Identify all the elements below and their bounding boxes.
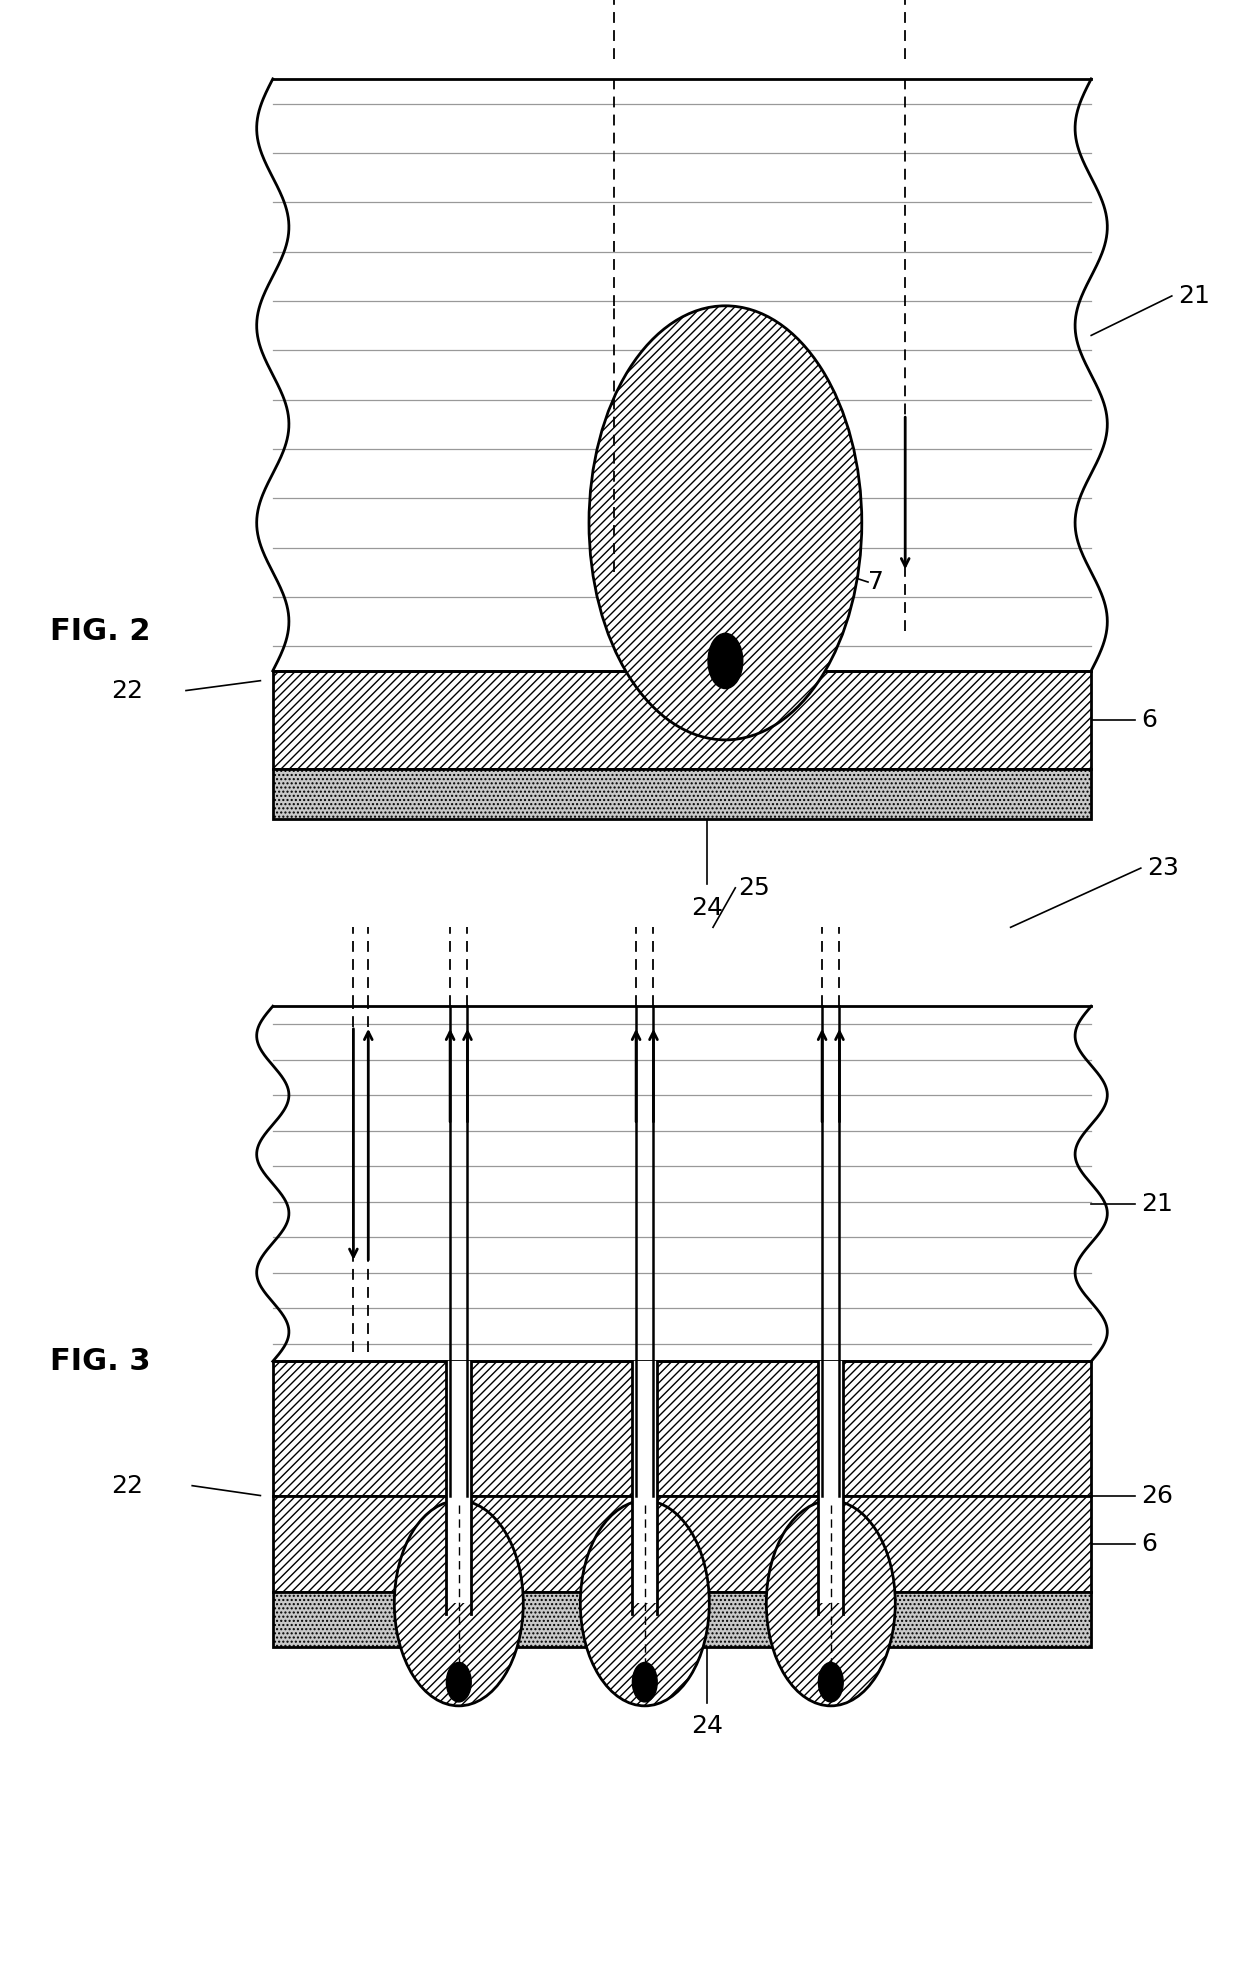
Text: FIG. 2: FIG. 2 — [50, 618, 150, 645]
Text: 22: 22 — [112, 679, 144, 702]
Text: 7: 7 — [868, 570, 884, 594]
Circle shape — [580, 1501, 709, 1707]
Text: FIG. 3: FIG. 3 — [50, 1348, 150, 1375]
Text: 26: 26 — [1141, 1484, 1173, 1507]
Bar — [273, 1361, 1091, 1496]
Circle shape — [446, 1663, 471, 1703]
Text: 6: 6 — [1141, 708, 1157, 732]
Circle shape — [394, 1501, 523, 1707]
Text: 24: 24 — [691, 1715, 723, 1738]
Bar — [273, 671, 1091, 769]
Circle shape — [766, 1501, 895, 1707]
Bar — [818, 1357, 843, 1604]
Text: 23: 23 — [1147, 856, 1179, 880]
Text: 21: 21 — [1178, 284, 1210, 308]
Bar — [273, 1496, 1091, 1592]
Circle shape — [818, 1663, 843, 1703]
Bar — [273, 79, 1091, 671]
Bar — [632, 1361, 657, 1604]
Bar — [446, 1361, 471, 1604]
Circle shape — [589, 306, 862, 740]
Bar — [818, 1361, 843, 1604]
Bar — [446, 1357, 471, 1604]
Bar — [632, 1357, 657, 1604]
Text: 24: 24 — [691, 896, 723, 919]
Text: 22: 22 — [112, 1474, 144, 1498]
Text: 25: 25 — [738, 876, 770, 900]
Bar — [273, 1006, 1091, 1361]
Text: 21: 21 — [1141, 1192, 1173, 1215]
Circle shape — [632, 1663, 657, 1703]
Text: 6: 6 — [1141, 1531, 1157, 1557]
Bar — [273, 1592, 1091, 1647]
Bar — [273, 769, 1091, 819]
Circle shape — [708, 633, 743, 689]
